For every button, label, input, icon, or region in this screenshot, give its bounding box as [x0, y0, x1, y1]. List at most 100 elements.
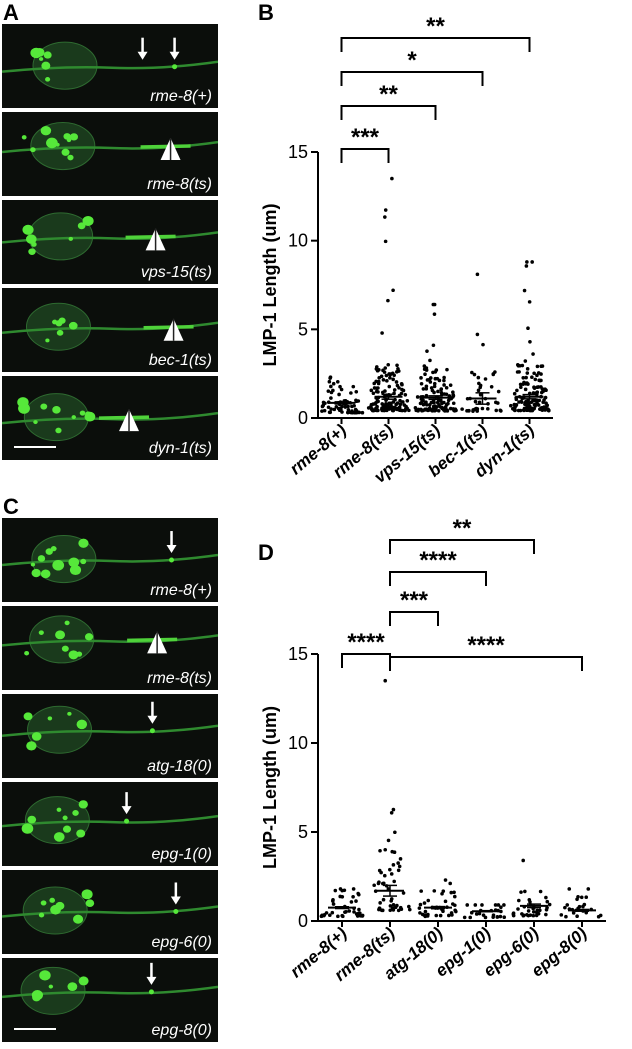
data-point [564, 914, 568, 919]
y-tick-label: 5 [298, 822, 308, 842]
data-point [350, 404, 354, 409]
data-point [383, 239, 388, 244]
y-axis-label: LMP-1 Length (um) [260, 706, 280, 869]
data-point [544, 895, 548, 900]
data-point [524, 264, 529, 268]
data-point [547, 902, 552, 907]
data-point [452, 890, 456, 895]
micrograph-label: atg-18(0) [147, 758, 212, 775]
data-point [431, 343, 436, 348]
data-point [338, 384, 342, 389]
data-point [493, 903, 498, 907]
data-point [535, 373, 539, 378]
micrograph-2: rme-8(ts) [2, 112, 218, 196]
data-point [391, 902, 396, 907]
data-point [498, 914, 503, 919]
significance-label: ** [379, 81, 398, 108]
data-point [537, 398, 542, 403]
data-point [544, 912, 548, 917]
data-point [351, 895, 355, 899]
data-point [385, 379, 389, 383]
data-point [377, 907, 381, 912]
data-point [326, 405, 331, 410]
data-point [391, 377, 395, 382]
data-point [446, 401, 450, 406]
data-point [322, 913, 326, 918]
data-point [360, 913, 365, 918]
data-point [498, 408, 503, 413]
data-point [509, 403, 513, 408]
data-point [526, 913, 531, 918]
data-point [470, 370, 474, 375]
data-point [396, 908, 401, 913]
data-point [371, 391, 376, 396]
data-point [419, 889, 423, 893]
data-point [443, 878, 448, 882]
data-point [397, 386, 401, 390]
data-point [523, 387, 528, 392]
arrowhead-icon [119, 409, 140, 432]
data-point [424, 384, 429, 389]
data-point [586, 887, 591, 891]
micrograph-label: rme-8(ts) [147, 670, 212, 687]
y-tick-label: 15 [288, 142, 308, 162]
y-axis-label: LMP-1 Length (um) [260, 204, 280, 367]
data-point [415, 395, 420, 399]
data-point [392, 388, 397, 392]
data-points-4 [462, 903, 507, 920]
data-point [326, 389, 331, 393]
data-point [403, 408, 407, 413]
data-point [567, 887, 572, 891]
data-point [381, 378, 386, 382]
data-points-2 [366, 176, 411, 413]
data-point [388, 908, 393, 913]
data-point [339, 387, 344, 392]
y-tick-label: 0 [298, 911, 308, 931]
data-point [596, 914, 601, 919]
significance-label: **** [467, 632, 505, 659]
micrograph-3: vps-15(ts) [2, 200, 218, 284]
data-point [398, 905, 403, 910]
data-point [432, 889, 437, 893]
data-point [491, 915, 495, 919]
data-point [340, 404, 344, 409]
fluorescence-image [2, 792, 218, 845]
data-point [407, 907, 412, 912]
data-point [421, 387, 426, 391]
data-point [384, 373, 389, 378]
data-point [355, 914, 360, 918]
data-point [544, 401, 548, 406]
data-point [392, 879, 397, 884]
data-point [476, 375, 481, 380]
data-point [445, 367, 449, 372]
y-tick-label: 10 [288, 231, 308, 251]
data-point [563, 905, 567, 910]
data-point [448, 383, 453, 387]
data-point [372, 386, 377, 390]
data-point [584, 895, 589, 899]
data-point [389, 872, 394, 876]
data-point [545, 899, 550, 904]
data-point [395, 903, 399, 908]
micrograph-6: epg-8(0) [2, 958, 218, 1042]
data-point [439, 387, 443, 392]
data-point [403, 393, 408, 397]
data-point [432, 390, 436, 395]
arrow-icon [147, 701, 158, 724]
data-point [531, 910, 536, 914]
data-point [449, 911, 454, 915]
data-point [519, 890, 523, 894]
data-point [340, 894, 345, 899]
data-point [533, 404, 537, 408]
data-point [443, 899, 448, 904]
arrow-icon [137, 37, 180, 60]
data-point [571, 911, 576, 915]
arrow-icon [170, 882, 181, 905]
data-point [384, 408, 388, 412]
data-point [429, 386, 434, 390]
data-point [539, 385, 543, 389]
data-point [483, 377, 488, 381]
data-point [395, 401, 400, 405]
data-point [377, 868, 382, 873]
data-point [441, 889, 446, 893]
